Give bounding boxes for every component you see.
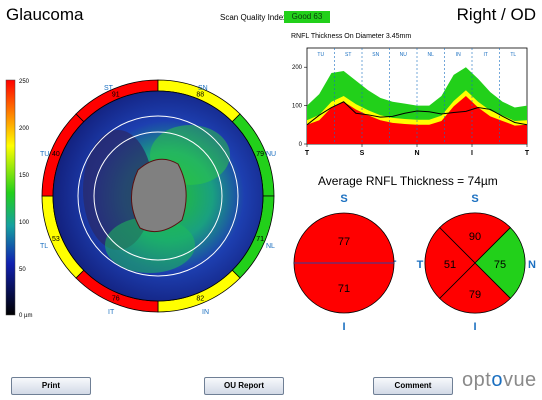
sector-value-NL: 71 — [256, 236, 264, 243]
optovue-logo: optovue — [462, 369, 537, 391]
quad-label-I: I — [473, 321, 476, 333]
app-title: Glaucoma — [6, 5, 84, 24]
chart-sector-label: IN — [456, 52, 461, 58]
average-thickness: Average RNFL Thickness = 74µm — [318, 174, 498, 188]
quad-nasal-value: 75 — [494, 259, 506, 271]
label-SN: SN — [198, 85, 208, 92]
y-tick-label: 0 — [299, 142, 303, 148]
scale-tick-0: 0 µm — [19, 313, 32, 319]
hemi-inferior — [293, 262, 395, 314]
label-IN: IN — [202, 309, 209, 316]
scale-tick-200: 200 — [19, 126, 30, 132]
chart-sector-label: IT — [484, 52, 488, 58]
chart-sector-label: TL — [510, 52, 516, 58]
hemi-superior — [293, 212, 395, 264]
x-tick-label: I — [471, 150, 473, 157]
sector-pies: S I T 77 71 S I T N 90 75 79 51 — [293, 193, 536, 333]
label-IT: IT — [108, 309, 115, 316]
label-TU: TU — [40, 151, 49, 158]
y-tick-label: 100 — [292, 104, 303, 110]
quad-temporal-value: 51 — [444, 259, 456, 271]
label-TL: TL — [40, 243, 48, 250]
quad-label-T: T — [417, 259, 424, 271]
x-tick-label: T — [305, 150, 310, 157]
inner-ring-line — [93, 131, 223, 261]
quad-label-N: N — [528, 259, 536, 271]
label-NU: NU — [266, 151, 276, 158]
scale-tick-50: 50 — [19, 267, 26, 273]
quad-nasal — [474, 227, 526, 299]
chart-sector-label: SN — [372, 52, 379, 58]
scan-quality-badge: Good 63 — [284, 11, 330, 23]
quad-label-S: S — [471, 193, 478, 205]
scale-tick-150: 150 — [19, 173, 30, 179]
hemi-inferior-value: 71 — [338, 283, 350, 295]
hemi-superior-value: 77 — [338, 236, 350, 248]
hemi-label-S: S — [340, 193, 347, 205]
outer-ring-line — [77, 115, 239, 277]
sector-value-ST: 91 — [112, 91, 120, 98]
comment-button[interactable]: Comment — [373, 377, 453, 395]
x-tick-label: N — [414, 150, 419, 157]
series-line-0 — [306, 101, 528, 126]
chart-sector-label: NL — [428, 52, 435, 58]
sector-value-TL: 53 — [52, 236, 60, 243]
color-scale-bar — [5, 79, 16, 316]
thickness-map-panel: 250 200 150 100 50 0 µm ST SN NU NL IN I… — [5, 79, 276, 319]
x-tick-label: T — [525, 150, 530, 157]
quad-inferior-value: 79 — [469, 289, 481, 301]
quad-temporal — [424, 227, 476, 299]
sector-value-SN: 88 — [196, 91, 204, 98]
sector-value-IN: 82 — [196, 296, 204, 303]
label-ST: ST — [104, 85, 114, 92]
scale-tick-250: 250 — [19, 79, 30, 85]
chart-sector-label: ST — [345, 52, 351, 58]
print-button[interactable]: Print — [11, 377, 91, 395]
eye-label: Right / OD — [456, 5, 536, 24]
scan-quality-label: Scan Quality Index — [220, 13, 288, 22]
sector-value-NU: 79 — [256, 151, 264, 158]
hemi-label-I: I — [342, 321, 345, 333]
chart-sector-label: NU — [400, 52, 408, 58]
label-NL: NL — [266, 243, 275, 250]
optic-disc — [131, 158, 187, 233]
quad-superior — [439, 212, 511, 264]
quad-inferior — [439, 262, 511, 314]
sector-value-IT: 76 — [112, 296, 120, 303]
scale-tick-100: 100 — [19, 220, 30, 226]
y-tick-label: 200 — [292, 65, 303, 71]
sector-value-TU: 40 — [52, 151, 60, 158]
chart-sector-label: TU — [317, 52, 324, 58]
chart-title: RNFL Thickness On Diameter 3.45mm — [291, 33, 412, 40]
quad-superior-value: 90 — [469, 231, 481, 243]
ou-report-button[interactable]: OU Report — [204, 377, 284, 395]
x-tick-label: S — [360, 150, 365, 157]
